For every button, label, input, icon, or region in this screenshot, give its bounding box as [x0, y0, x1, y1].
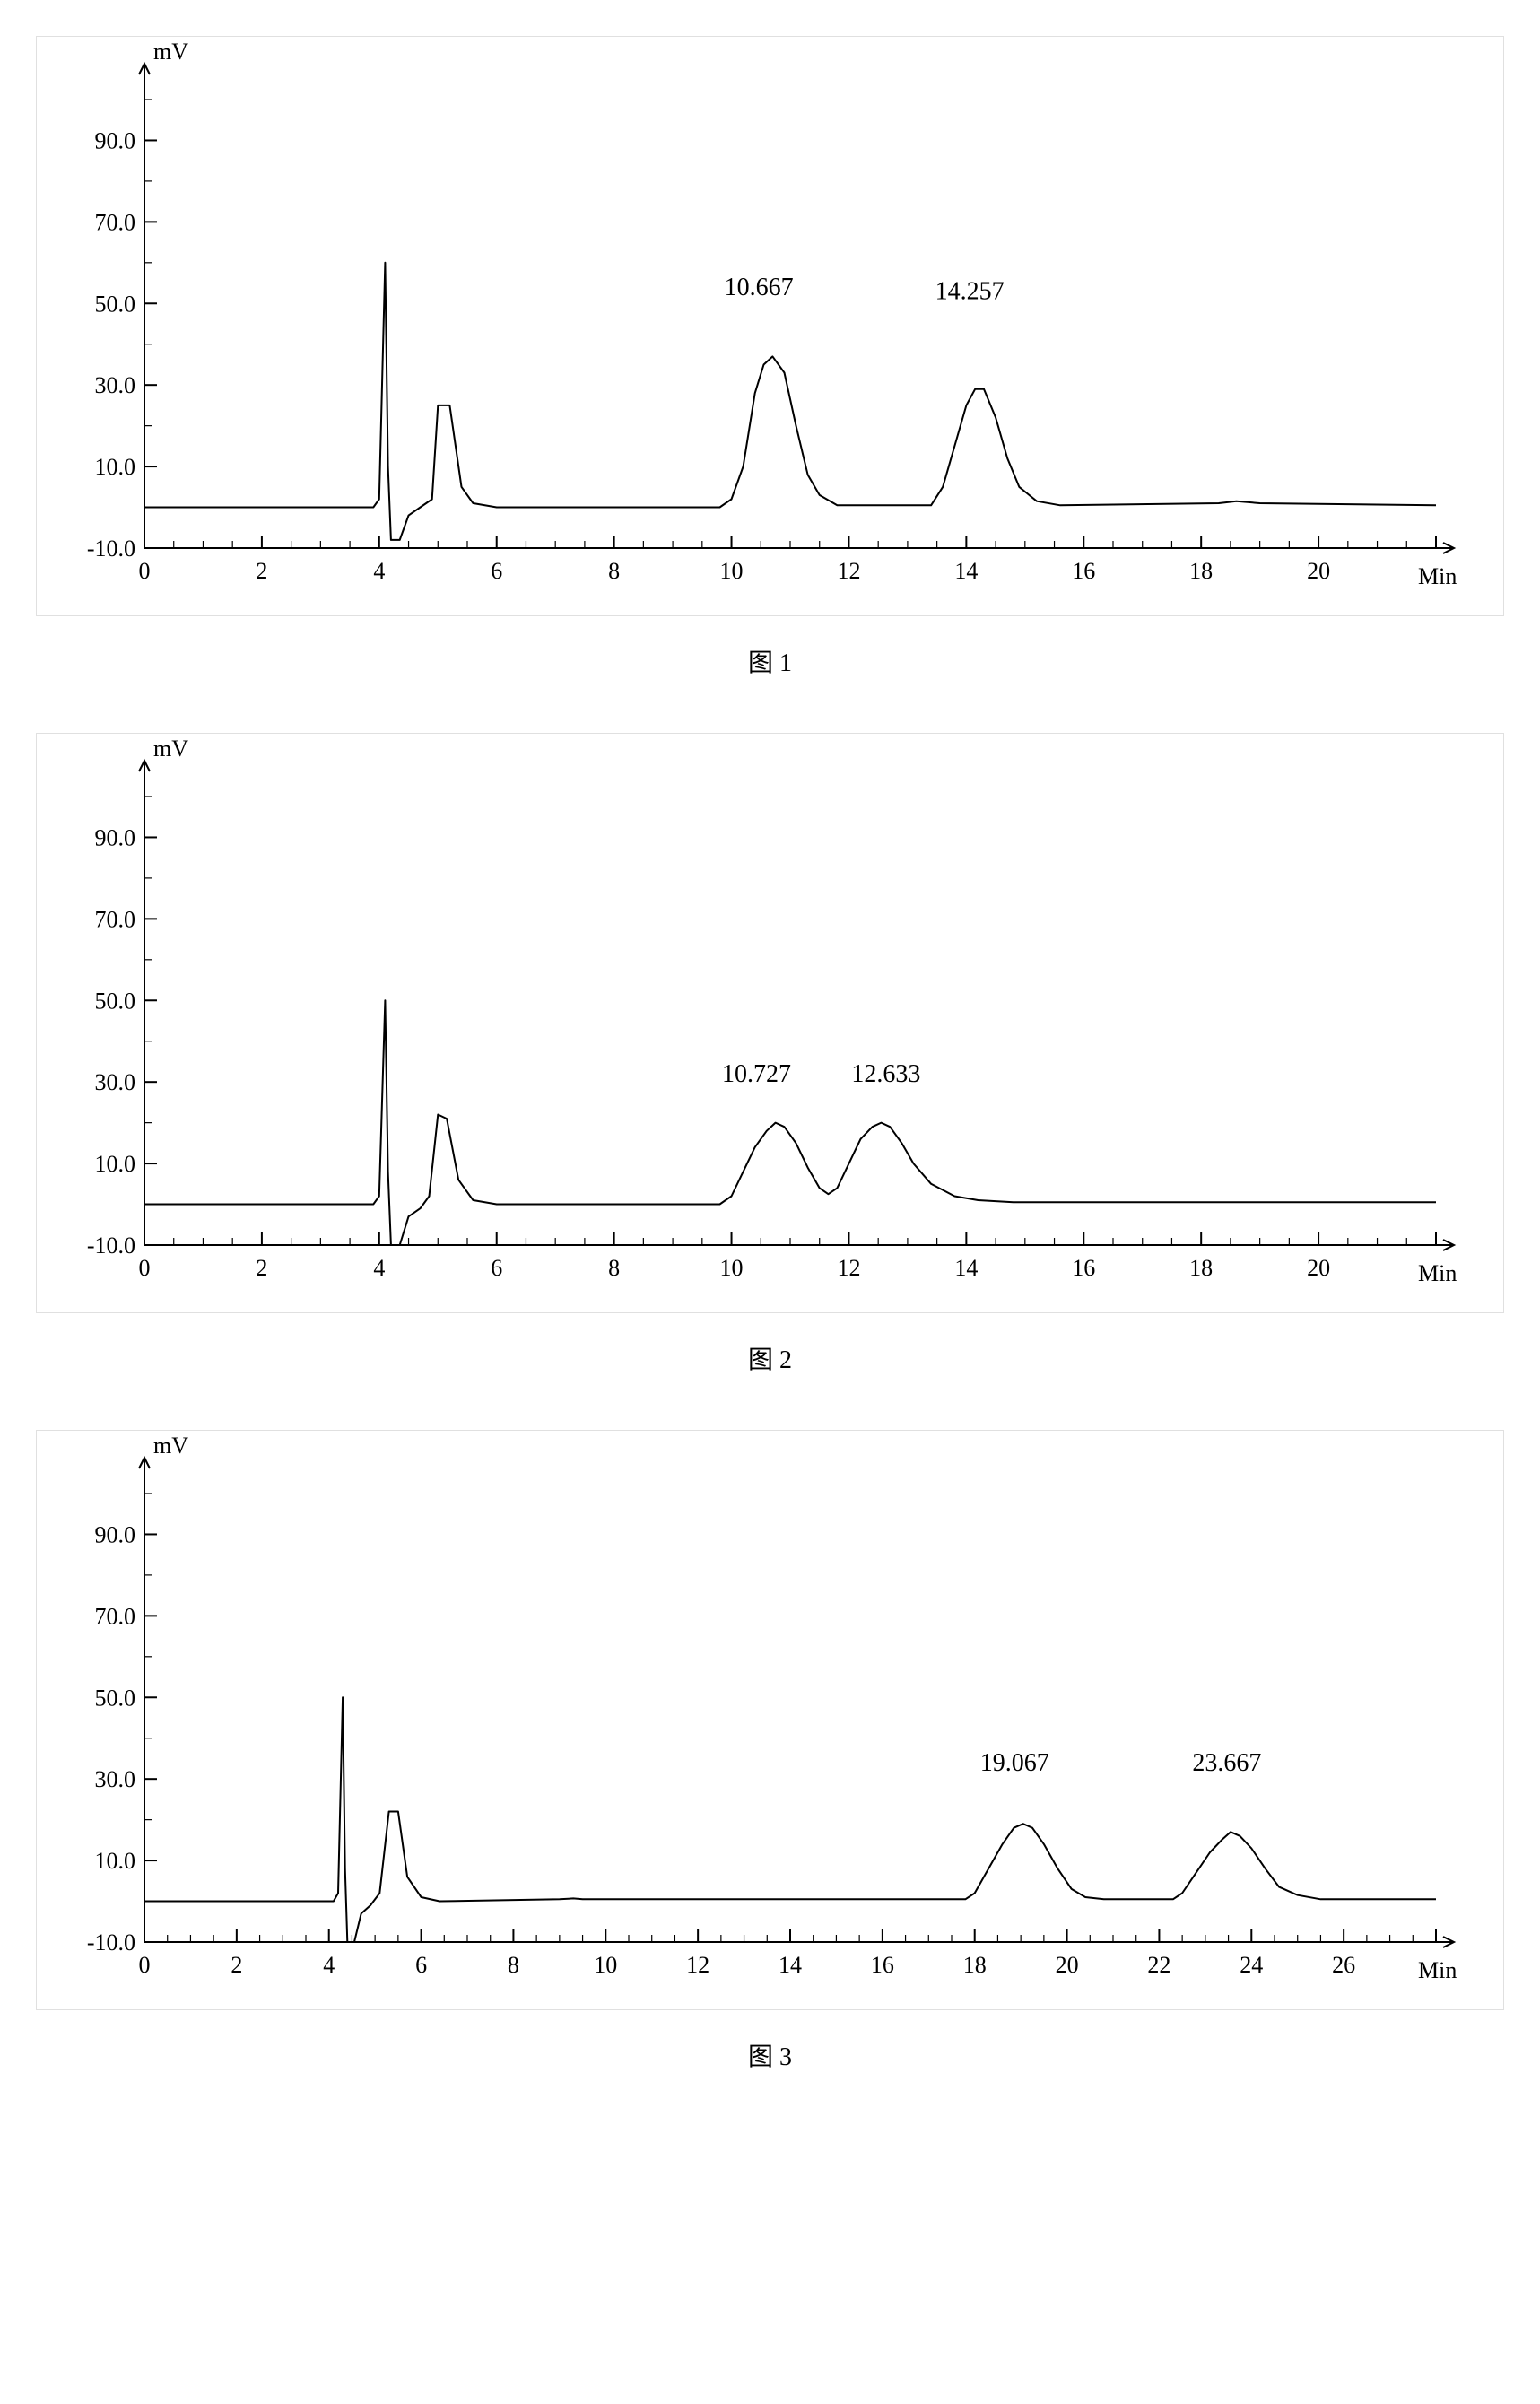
- x-tick-label: 8: [608, 558, 620, 584]
- chromatogram-trace: [144, 1000, 1436, 1245]
- y-axis-unit: mV: [153, 736, 188, 762]
- y-tick-label: 70.0: [95, 906, 136, 932]
- y-tick-label: 30.0: [95, 1766, 136, 1792]
- x-tick-label: 20: [1307, 558, 1330, 584]
- y-tick-label: 90.0: [95, 824, 136, 850]
- y-tick-label: 50.0: [95, 1685, 136, 1711]
- y-tick-label: 10.0: [95, 1151, 136, 1177]
- x-tick-label: 10: [594, 1952, 617, 1978]
- figure-block-3: mVMin02468101214161820222426-10.010.030.…: [36, 1430, 1504, 2073]
- x-tick-label: 10: [720, 558, 744, 584]
- chromatogram-chart-3: mVMin02468101214161820222426-10.010.030.…: [36, 1430, 1504, 2010]
- figure-caption-1: 图 1: [36, 643, 1504, 679]
- chromatogram-chart-2: mV Min 0 2 4 6 8 10 12 14 16 18 20 -10.0 10.0 30.0 50.0 7…: [36, 733, 1504, 1313]
- figure-block-1: mV Min 0 2 4 6 8 10 12 14 16 18 20 -10.0 10.0 30.0 50.0 7…: [36, 36, 1504, 679]
- chromatogram-trace: [144, 1697, 1436, 1942]
- x-tick-label: 24: [1240, 1952, 1263, 1978]
- x-tick-label: 4: [373, 558, 385, 584]
- x-tick-label: 4: [373, 1255, 385, 1281]
- x-tick-label: 12: [837, 1255, 860, 1281]
- x-tick-label: 18: [1189, 558, 1213, 584]
- peak-label: 10.667: [725, 274, 794, 301]
- x-tick-label: 12: [837, 558, 860, 584]
- x-tick-label: 2: [231, 1952, 242, 1978]
- y-tick-label: 30.0: [95, 1069, 136, 1095]
- peak-label: 23.667: [1192, 1749, 1261, 1777]
- x-axis-unit: Min: [1418, 1957, 1457, 1983]
- x-tick-label: 18: [963, 1952, 987, 1978]
- figure-block-2: mV Min 0 2 4 6 8 10 12 14 16 18 20 -10.0 10.0 30.0 50.0 7…: [36, 733, 1504, 1376]
- x-tick-label: 14: [954, 558, 978, 584]
- y-tick-label: -10.0: [87, 536, 135, 562]
- y-tick-label: -10.0: [87, 1232, 135, 1259]
- x-tick-label: 22: [1147, 1952, 1170, 1978]
- x-tick-label: 2: [256, 1255, 267, 1281]
- peak-label: 12.633: [851, 1060, 920, 1088]
- x-tick-label: 0: [139, 1952, 151, 1978]
- x-tick-label: 16: [871, 1952, 894, 1978]
- peak-label: 10.727: [722, 1060, 791, 1088]
- chromatogram-trace: [144, 263, 1436, 540]
- figure-caption-2: 图 2: [36, 1340, 1504, 1376]
- y-tick-label: 10.0: [95, 1848, 136, 1874]
- y-tick-label: 30.0: [95, 372, 136, 398]
- x-tick-label: 26: [1332, 1952, 1355, 1978]
- y-axis-unit: mV: [153, 1433, 188, 1459]
- x-tick-label: 14: [954, 1255, 978, 1281]
- x-axis-unit: Min: [1418, 563, 1457, 589]
- x-tick-label: 2: [256, 558, 267, 584]
- x-tick-label: 6: [491, 558, 502, 584]
- figure-caption-3: 图 3: [36, 2037, 1504, 2073]
- x-tick-label: 6: [415, 1952, 427, 1978]
- y-tick-label: 90.0: [95, 127, 136, 153]
- peak-label: 14.257: [935, 278, 1005, 306]
- x-tick-label: 16: [1072, 1255, 1095, 1281]
- y-tick-label: 50.0: [95, 291, 136, 317]
- x-tick-label: 14: [779, 1952, 802, 1978]
- x-tick-label: 8: [608, 1255, 620, 1281]
- x-tick-label: 8: [508, 1952, 519, 1978]
- x-tick-label: 0: [139, 1255, 151, 1281]
- y-tick-label: 90.0: [95, 1521, 136, 1547]
- y-tick-label: 10.0: [95, 454, 136, 480]
- x-tick-label: 4: [323, 1952, 335, 1978]
- x-tick-label: 12: [686, 1952, 709, 1978]
- chromatogram-chart-1: mV Min 0 2 4 6 8 10 12 14 16 18 20 -10.0 10.0 30.0 50.0 7…: [36, 36, 1504, 616]
- y-tick-label: 50.0: [95, 988, 136, 1014]
- y-axis-unit: mV: [153, 39, 188, 65]
- x-tick-label: 6: [491, 1255, 502, 1281]
- x-tick-label: 20: [1307, 1255, 1330, 1281]
- x-tick-label: 16: [1072, 558, 1095, 584]
- y-tick-label: 70.0: [95, 1603, 136, 1629]
- peak-label: 19.067: [980, 1749, 1049, 1777]
- y-tick-label: 70.0: [95, 209, 136, 235]
- x-tick-label: 10: [720, 1255, 744, 1281]
- x-tick-label: 0: [139, 558, 151, 584]
- x-tick-label: 18: [1189, 1255, 1213, 1281]
- y-tick-label: -10.0: [87, 1929, 135, 1955]
- x-axis-unit: Min: [1418, 1260, 1457, 1286]
- x-tick-label: 20: [1056, 1952, 1079, 1978]
